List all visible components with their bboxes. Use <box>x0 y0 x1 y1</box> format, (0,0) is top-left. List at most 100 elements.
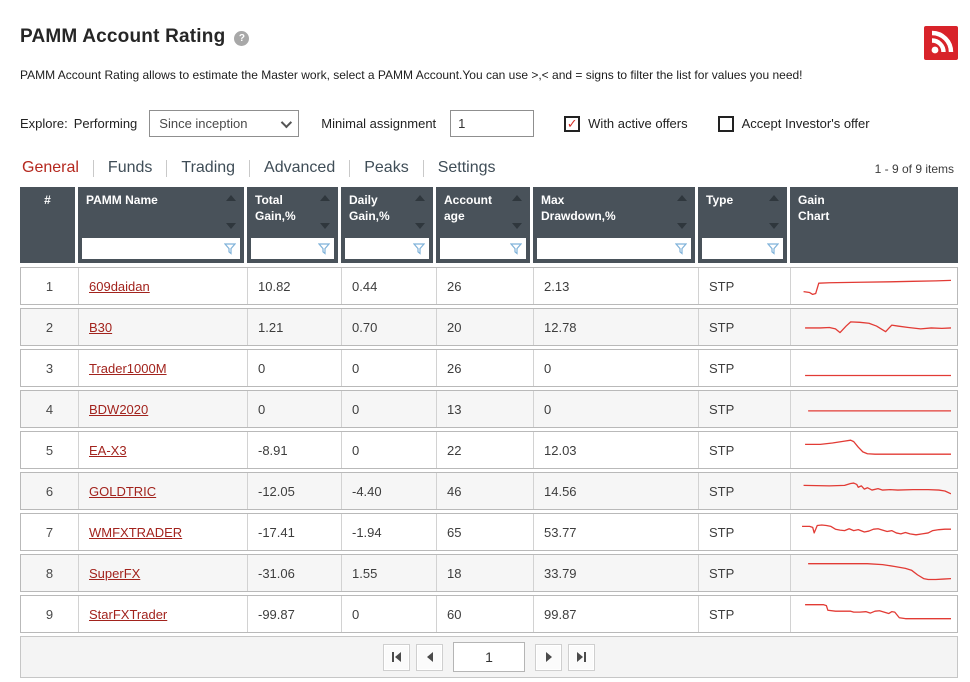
daily-gain-cell: 0.70 <box>342 309 437 345</box>
sort-ascending-icon[interactable] <box>320 195 330 201</box>
pamm-table: # PAMM Name Total Gain,% Daily Gain,% Accoun… <box>20 187 958 633</box>
next-page-button[interactable] <box>535 643 562 671</box>
filter-input-max-drawdown[interactable] <box>537 238 675 259</box>
gain-sparkline-chart <box>799 313 951 341</box>
filter-box <box>702 238 783 259</box>
column-label: Gain Chart <box>798 193 830 223</box>
type-cell: STP <box>699 350 791 386</box>
account-age-cell: 20 <box>437 309 534 345</box>
gain-sparkline-chart <box>799 436 951 464</box>
first-page-icon <box>392 652 394 662</box>
row-number-cell: 9 <box>21 596 79 632</box>
accept-investors-offer-option[interactable]: ✓ Accept Investor's offer <box>717 115 870 132</box>
accept-investors-offer-checkbox[interactable]: ✓ <box>717 115 734 132</box>
column-label: Total Gain,% <box>255 193 296 223</box>
max-drawdown-cell: 99.87 <box>534 596 699 632</box>
pamm-account-link[interactable]: WMFXTRADER <box>89 524 183 540</box>
pamm-account-link[interactable]: B30 <box>89 319 113 335</box>
column-header-total-gain[interactable]: Total Gain,% <box>247 187 341 263</box>
pamm-account-link[interactable]: Trader1000M <box>89 360 167 376</box>
tab-general[interactable]: General <box>22 159 79 176</box>
row-number-cell: 7 <box>21 514 79 550</box>
tab-advanced[interactable]: Advanced <box>264 159 336 176</box>
help-icon[interactable]: ? <box>234 30 250 46</box>
filter-funnel-icon[interactable] <box>318 242 330 255</box>
filter-box <box>251 238 334 259</box>
gain-sparkline-chart <box>799 272 951 300</box>
last-page-button[interactable] <box>568 643 595 671</box>
sort-arrows <box>320 195 330 229</box>
pamm-account-link[interactable]: BDW2020 <box>89 401 149 417</box>
sort-ascending-icon[interactable] <box>226 195 236 201</box>
sort-ascending-icon[interactable] <box>769 195 779 201</box>
account-age-cell: 18 <box>437 555 534 591</box>
pamm-name-cell: 609daidan <box>79 268 248 304</box>
type-cell: STP <box>699 473 791 509</box>
table-header-row: # PAMM Name Total Gain,% Daily Gain,% Accoun… <box>20 187 958 263</box>
filter-input-total-gain[interactable] <box>251 238 318 259</box>
tab-separator <box>349 159 351 177</box>
filter-funnel-icon[interactable] <box>510 242 522 255</box>
type-cell: STP <box>699 432 791 468</box>
column-header-pamm-name[interactable]: PAMM Name <box>78 187 247 263</box>
first-page-button[interactable] <box>383 643 410 671</box>
filter-input-account-age[interactable] <box>440 238 510 259</box>
filter-input-daily-gain[interactable] <box>345 238 413 259</box>
pamm-account-link[interactable]: SuperFX <box>89 565 141 581</box>
tab-separator <box>422 159 424 177</box>
type-cell: STP <box>699 268 791 304</box>
tab-trading[interactable]: Trading <box>181 159 236 176</box>
page-number-input[interactable] <box>453 642 525 672</box>
pamm-account-link[interactable]: EA-X3 <box>89 442 127 458</box>
pamm-name-cell: BDW2020 <box>79 391 248 427</box>
sort-descending-icon[interactable] <box>769 223 779 229</box>
row-number-cell: 3 <box>21 350 79 386</box>
sort-descending-icon[interactable] <box>226 223 236 229</box>
filter-funnel-icon[interactable] <box>675 242 687 255</box>
sort-arrows <box>677 195 687 229</box>
filter-funnel-icon[interactable] <box>767 242 779 255</box>
gain-chart-cell <box>791 432 959 468</box>
last-page-icon <box>577 652 583 662</box>
pamm-name-cell: StarFXTrader <box>79 596 248 632</box>
sort-ascending-icon[interactable] <box>415 195 425 201</box>
table-row-b30: 2 B30 1.21 0.70 20 12.78 STP <box>20 308 958 346</box>
period-select[interactable]: Since inception <box>149 110 300 137</box>
pamm-account-link[interactable]: 609daidan <box>89 278 150 294</box>
filter-input-type[interactable] <box>702 238 767 259</box>
account-age-cell: 60 <box>437 596 534 632</box>
daily-gain-cell: 0 <box>342 596 437 632</box>
sort-descending-icon[interactable] <box>677 223 687 229</box>
tab-peaks[interactable]: Peaks <box>364 159 409 176</box>
tab-separator <box>92 159 94 177</box>
sort-ascending-icon[interactable] <box>512 195 522 201</box>
filter-row: Explore: Performing Since inception Mini… <box>20 110 954 137</box>
gain-chart-cell <box>791 514 959 550</box>
sort-descending-icon[interactable] <box>512 223 522 229</box>
filter-funnel-icon[interactable] <box>224 242 236 255</box>
tab-funds[interactable]: Funds <box>107 159 153 176</box>
column-header-daily-gain[interactable]: Daily Gain,% <box>341 187 436 263</box>
column-header-max-drawdown[interactable]: Max Drawdown,% <box>533 187 698 263</box>
max-drawdown-cell: 0 <box>534 350 699 386</box>
previous-page-button[interactable] <box>416 643 443 671</box>
table-row-wmfxtrader: 7 WMFXTRADER -17.41 -1.94 65 53.77 STP <box>20 513 958 551</box>
pamm-account-link[interactable]: StarFXTrader <box>89 606 168 622</box>
sort-descending-icon[interactable] <box>320 223 330 229</box>
account-age-cell: 13 <box>437 391 534 427</box>
filter-input-pamm-name[interactable] <box>82 238 224 259</box>
pamm-name-cell: SuperFX <box>79 555 248 591</box>
sort-ascending-icon[interactable] <box>677 195 687 201</box>
minimal-assignment-input[interactable] <box>450 110 535 137</box>
total-gain-cell: -99.87 <box>248 596 342 632</box>
pamm-account-link[interactable]: GOLDTRIC <box>89 483 157 499</box>
rss-icon[interactable] <box>924 26 958 60</box>
with-active-offers-checkbox[interactable]: ✓ <box>564 115 581 132</box>
column-header-account-age[interactable]: Account age <box>436 187 533 263</box>
total-gain-cell: 1.21 <box>248 309 342 345</box>
with-active-offers-option[interactable]: ✓ With active offers <box>564 115 688 132</box>
filter-funnel-icon[interactable] <box>413 242 425 255</box>
column-header-type[interactable]: Type <box>698 187 790 263</box>
sort-descending-icon[interactable] <box>415 223 425 229</box>
tab-settings[interactable]: Settings <box>437 159 496 176</box>
